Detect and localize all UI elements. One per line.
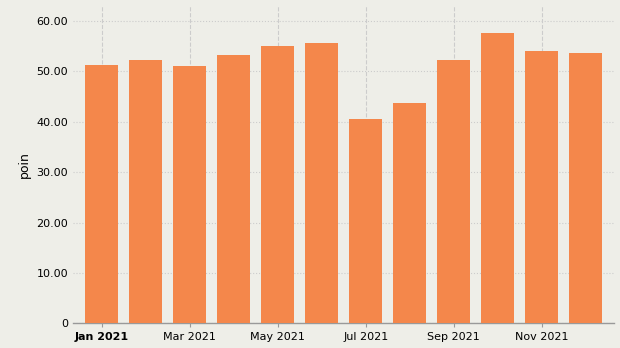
Bar [437, 60, 471, 323]
Bar [393, 103, 427, 323]
Bar [173, 66, 206, 323]
Bar [349, 119, 383, 323]
Bar [261, 46, 294, 323]
Bar [569, 54, 603, 323]
Bar [525, 51, 559, 323]
Y-axis label: poin: poin [18, 151, 31, 178]
Bar [305, 44, 339, 323]
Bar [85, 65, 118, 323]
Bar [481, 33, 515, 323]
Bar [217, 55, 250, 323]
Bar [129, 60, 162, 323]
